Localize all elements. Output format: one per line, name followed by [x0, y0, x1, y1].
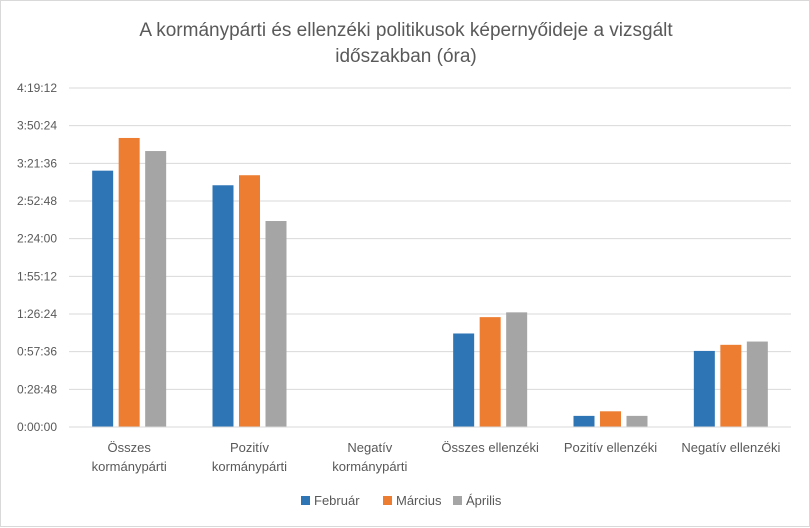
y-tick-label: 3:21:36: [17, 156, 57, 170]
legend-label: Február: [314, 493, 360, 508]
y-tick-label: 0:00:00: [17, 420, 57, 434]
y-tick-label: 4:19:12: [17, 81, 57, 95]
chart-title-line: időszakban (óra): [335, 46, 477, 67]
category-label: Pozitív ellenzéki: [564, 440, 657, 455]
y-tick-label: 0:57:36: [17, 345, 57, 359]
bar: [239, 175, 260, 427]
bar: [626, 415, 648, 427]
legend-swatch: [453, 496, 462, 505]
category-label: Negatív ellenzéki: [681, 440, 780, 455]
bar: [92, 170, 114, 427]
bar: [453, 333, 475, 427]
category-label: kormánypárti: [92, 459, 167, 474]
bar: [693, 350, 715, 427]
legend-label: Április: [466, 493, 502, 508]
y-tick-label: 3:50:24: [17, 119, 57, 133]
legend-swatch: [383, 496, 392, 505]
y-tick-label: 2:52:48: [17, 194, 57, 208]
bar: [118, 137, 140, 428]
y-tick-label: 0:28:48: [17, 382, 57, 396]
bar: [479, 317, 501, 427]
bar: [746, 341, 768, 427]
bar: [573, 415, 595, 427]
category-label: Negatív: [347, 440, 392, 455]
category-label: kormánypárti: [332, 459, 407, 474]
bar: [265, 221, 287, 427]
category-label: Összes ellenzéki: [441, 440, 539, 455]
legend-swatch: [301, 496, 310, 505]
bar: [145, 151, 167, 427]
bar: [506, 312, 528, 427]
y-tick-label: 2:24:00: [17, 232, 57, 246]
bar: [212, 185, 234, 427]
category-label: Összes: [107, 440, 151, 455]
y-tick-label: 1:26:24: [17, 307, 57, 321]
legend-label: Március: [396, 493, 442, 508]
category-label: Pozitív: [230, 440, 270, 455]
category-label: kormánypárti: [212, 459, 287, 474]
y-tick-label: 1:55:12: [17, 269, 57, 283]
chart-title-line: A kormánypárti és ellenzéki politikusok …: [139, 20, 673, 41]
bar: [720, 344, 742, 427]
bar: [600, 411, 621, 427]
